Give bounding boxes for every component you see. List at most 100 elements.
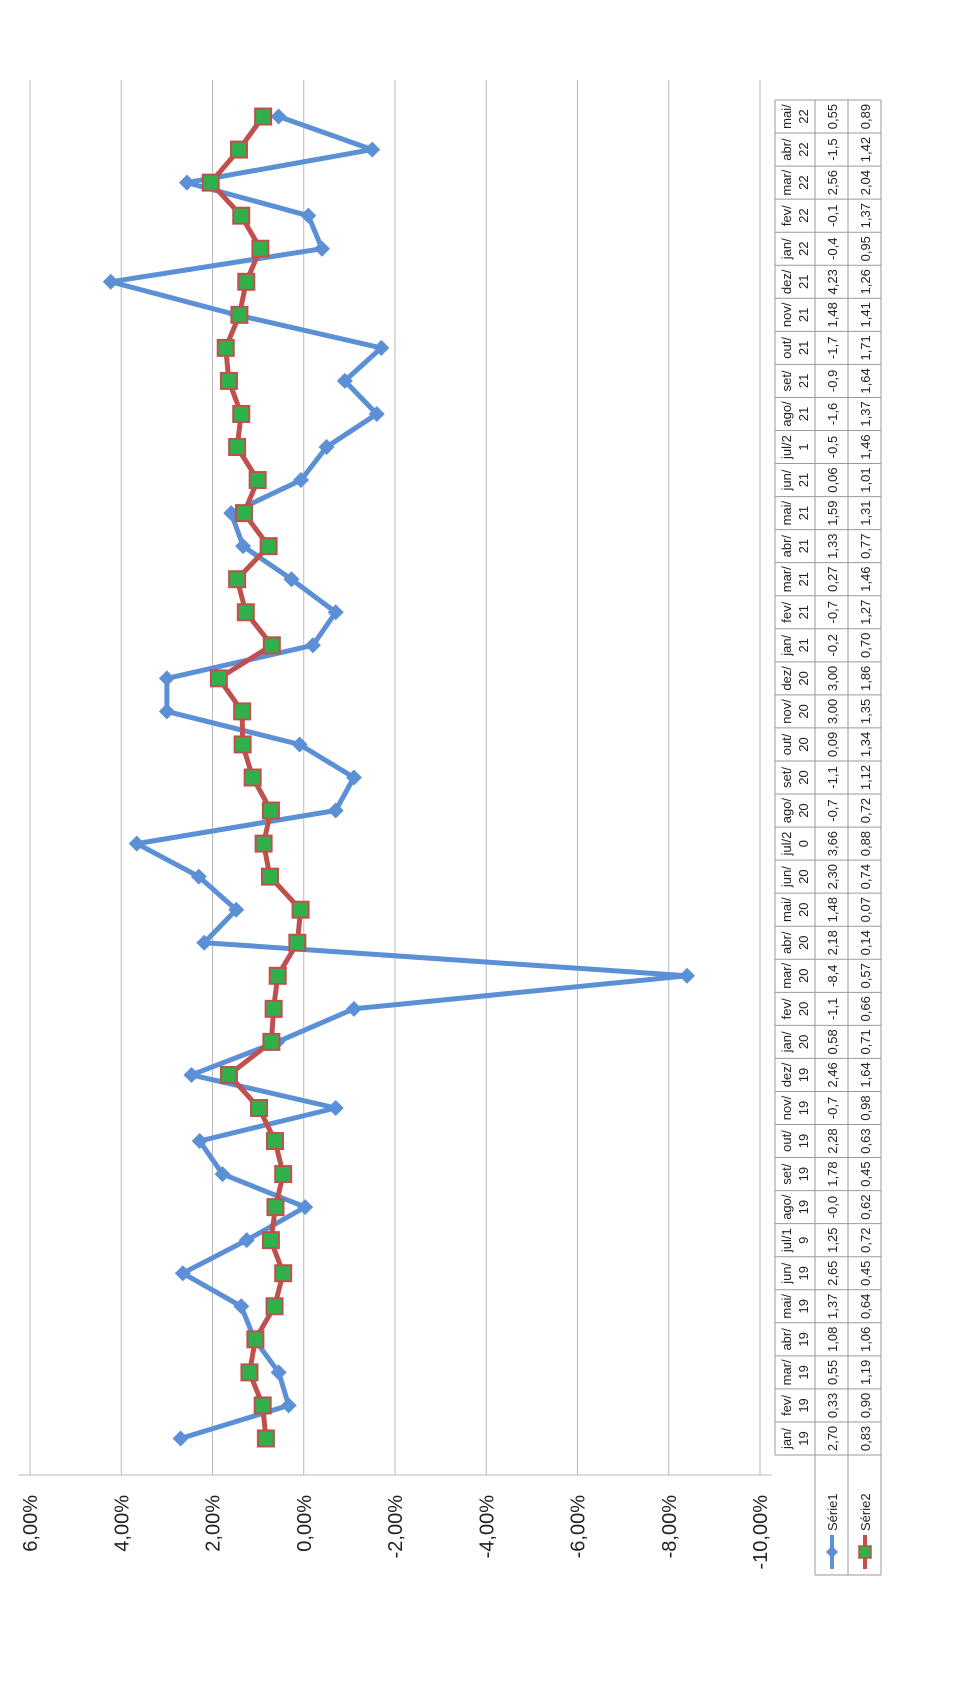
table-value: -1,6 bbox=[825, 403, 840, 425]
y-tick-label: -8,00% bbox=[659, 1495, 681, 1559]
table-value: 2,56 bbox=[825, 170, 840, 195]
category-label: jun/ bbox=[779, 469, 794, 491]
category-label: 21 bbox=[796, 539, 811, 553]
series2-point bbox=[232, 206, 251, 225]
table-value: 0,55 bbox=[825, 1360, 840, 1385]
series1-point bbox=[291, 736, 308, 753]
series1-point bbox=[345, 769, 362, 786]
category-label: out/ bbox=[779, 1130, 794, 1152]
series2-point bbox=[240, 1363, 259, 1382]
table-value: 0,33 bbox=[825, 1393, 840, 1418]
series1-point bbox=[158, 703, 175, 720]
category-label: 19 bbox=[796, 1332, 811, 1346]
y-tick-label: 2,00% bbox=[203, 1495, 225, 1552]
table-value: 1,26 bbox=[858, 269, 873, 294]
table-value: 1,64 bbox=[858, 368, 873, 393]
table-value: 0,72 bbox=[858, 798, 873, 823]
table-value: 0,45 bbox=[858, 1261, 873, 1286]
category-label: 19 bbox=[796, 1431, 811, 1445]
series1-point bbox=[293, 472, 310, 489]
category-label: 19 bbox=[796, 1398, 811, 1412]
category-label: jan/ bbox=[779, 1031, 794, 1053]
table-value: 0,07 bbox=[858, 897, 873, 922]
table-value: -0,4 bbox=[825, 238, 840, 260]
table-value: -8,4 bbox=[825, 965, 840, 987]
series2-point bbox=[201, 173, 220, 192]
category-label: fev/ bbox=[779, 1395, 794, 1416]
table-value: -0,0 bbox=[825, 1196, 840, 1218]
series2-point bbox=[228, 438, 247, 457]
series1-point bbox=[102, 273, 119, 290]
category-label: 20 bbox=[796, 902, 811, 916]
table-value: 0,71 bbox=[858, 1029, 873, 1054]
category-label: jan/ bbox=[779, 634, 794, 656]
table-value: 0,55 bbox=[825, 104, 840, 129]
category-label: dez/ bbox=[779, 269, 794, 294]
table-value: 0,14 bbox=[858, 930, 873, 955]
table-value: -1,7 bbox=[825, 337, 840, 359]
series1-point bbox=[228, 901, 245, 918]
category-label: abr/ bbox=[779, 1328, 794, 1351]
table-value: 0,72 bbox=[858, 1228, 873, 1253]
legend-marker bbox=[826, 1546, 838, 1558]
category-label: jul/1 bbox=[779, 1228, 794, 1253]
table-value: 0,74 bbox=[858, 864, 873, 889]
table-value: 1,71 bbox=[858, 335, 873, 360]
category-label: jan/ bbox=[779, 238, 794, 260]
series2-point bbox=[251, 239, 270, 258]
series2-point bbox=[216, 338, 235, 357]
category-label: set/ bbox=[779, 370, 794, 391]
data-table: jan/19fev/19mar/19abr/19mai/19jun/19jul/… bbox=[774, 99, 882, 1576]
table-value: 0,58 bbox=[825, 1029, 840, 1054]
category-label: ago/ bbox=[779, 1194, 794, 1220]
series2-point bbox=[243, 768, 262, 787]
y-tick-label: 4,00% bbox=[111, 1495, 133, 1552]
category-label: mai/ bbox=[779, 1294, 794, 1319]
gridlines bbox=[18, 80, 772, 1476]
series2-point bbox=[233, 702, 252, 721]
series2-point bbox=[237, 272, 256, 291]
series2-point bbox=[250, 1098, 269, 1117]
table-value: 4,23 bbox=[825, 269, 840, 294]
series1-point bbox=[196, 934, 213, 951]
series1-point bbox=[368, 405, 385, 422]
table-value: 0,83 bbox=[858, 1426, 873, 1451]
category-label: 20 bbox=[796, 869, 811, 883]
series1-point bbox=[172, 1430, 189, 1447]
table-value: 0,98 bbox=[858, 1095, 873, 1120]
category-label: 20 bbox=[796, 770, 811, 784]
series2-point bbox=[274, 1264, 293, 1283]
category-label: 20 bbox=[796, 671, 811, 685]
category-label: 22 bbox=[796, 208, 811, 222]
series2-point bbox=[261, 801, 280, 820]
category-label: out/ bbox=[779, 337, 794, 359]
series2-point bbox=[266, 1198, 285, 1217]
category-label: 19 bbox=[796, 1134, 811, 1148]
category-label: 21 bbox=[796, 506, 811, 520]
table-value: 1,46 bbox=[858, 567, 873, 592]
category-label: set/ bbox=[779, 1163, 794, 1184]
series1-point bbox=[270, 1364, 287, 1381]
table-value: -0,5 bbox=[825, 436, 840, 458]
table-value: 1,64 bbox=[858, 1062, 873, 1087]
series2-point bbox=[265, 1297, 284, 1316]
table-value: 0,90 bbox=[858, 1393, 873, 1418]
series1-point bbox=[327, 604, 344, 621]
table-value: -1,5 bbox=[825, 138, 840, 160]
series1-point bbox=[364, 141, 381, 158]
series2-point bbox=[234, 504, 253, 523]
series1-point bbox=[128, 835, 145, 852]
series2-point bbox=[266, 1132, 285, 1151]
table-value: -0,9 bbox=[825, 370, 840, 392]
table-value: 1,34 bbox=[858, 732, 873, 757]
category-label: 19 bbox=[796, 1299, 811, 1313]
category-label: ago/ bbox=[779, 401, 794, 427]
category-label: dez/ bbox=[779, 1062, 794, 1087]
table-value: 2,04 bbox=[858, 170, 873, 195]
series1-point bbox=[345, 1000, 362, 1017]
category-label: 21 bbox=[796, 572, 811, 586]
y-tick-label: 6,00% bbox=[20, 1495, 42, 1552]
series1-point bbox=[300, 207, 317, 224]
series-name: Série2 bbox=[858, 1493, 873, 1531]
